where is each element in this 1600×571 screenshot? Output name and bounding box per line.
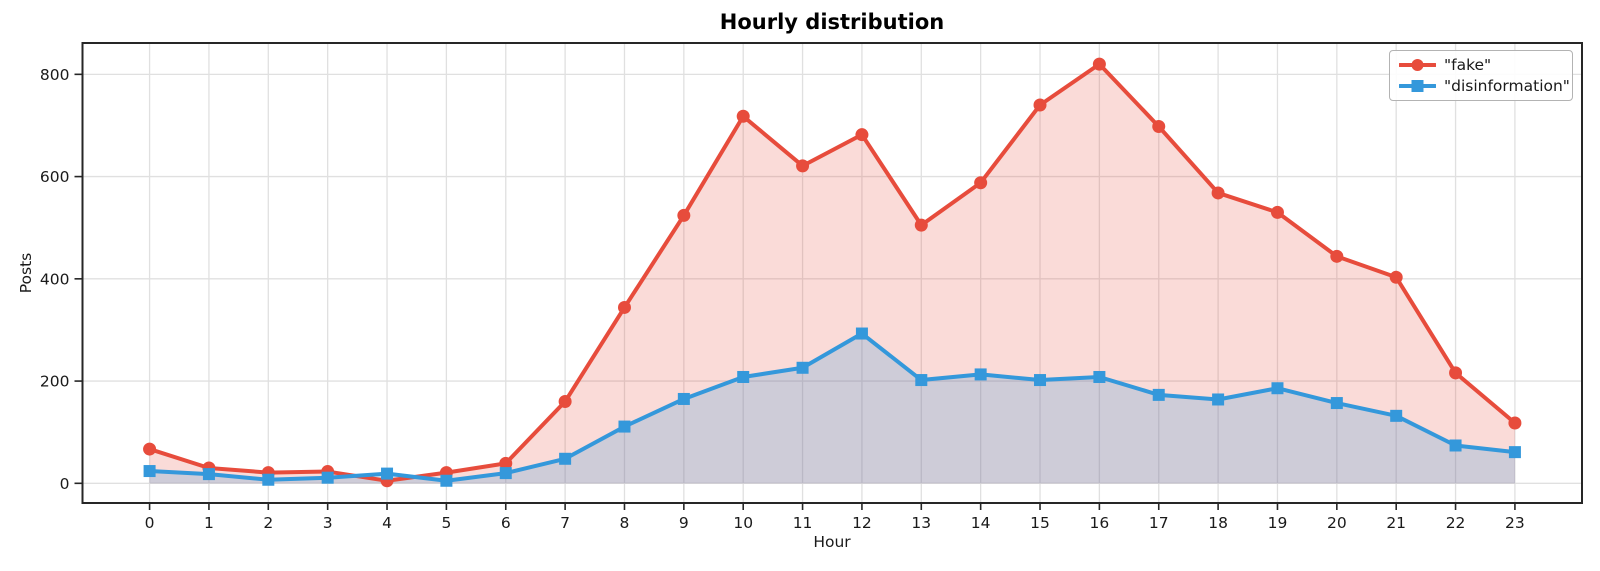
legend-sample-marker-fake: [1411, 59, 1424, 72]
x-tick-label: 5: [441, 514, 451, 532]
x-tick-label: 10: [733, 514, 753, 532]
y-axis-label: Posts: [17, 252, 35, 294]
x-tick-label: 11: [793, 514, 813, 532]
legend-disinformation-line-icon: [1399, 79, 1436, 92]
marker-fake: [1270, 205, 1284, 219]
marker-fake: [1389, 270, 1403, 284]
marker-disinformation: [737, 370, 750, 383]
legend-item-disinformation: "disinformation": [1399, 77, 1570, 95]
area-fake: [149, 64, 1515, 484]
marker-fake: [914, 218, 928, 232]
marker-fake: [736, 109, 750, 123]
x-tick-label: 4: [382, 514, 392, 532]
x-tick-label: 17: [1149, 514, 1169, 532]
marker-disinformation: [143, 465, 156, 478]
marker-fake: [796, 159, 810, 173]
marker-disinformation: [974, 368, 987, 381]
marker-disinformation: [677, 392, 690, 405]
x-tick-label: 16: [1090, 514, 1110, 532]
marker-fake: [1092, 57, 1106, 71]
y-tick-label: 200: [40, 373, 70, 391]
marker-disinformation: [1034, 374, 1047, 387]
area-disinformation: [149, 333, 1515, 484]
marker-fake: [143, 442, 157, 456]
marker-disinformation: [1330, 397, 1343, 410]
marker-fake: [974, 176, 988, 190]
legend-item-fake: "fake": [1399, 56, 1564, 74]
x-tick-label: 9: [679, 514, 689, 532]
marker-fake: [1152, 119, 1166, 133]
x-tick-label: 14: [971, 514, 991, 532]
marker-disinformation: [796, 361, 809, 374]
x-tick-label: 6: [501, 514, 511, 532]
marker-disinformation: [855, 327, 868, 340]
marker-disinformation: [1093, 370, 1106, 383]
marker-fake: [677, 208, 691, 222]
plot-border: [81, 42, 1583, 504]
marker-disinformation: [1508, 446, 1521, 459]
x-tick-label: 19: [1268, 514, 1288, 532]
y-tick-label: 400: [40, 270, 70, 288]
x-tick-label: 21: [1386, 514, 1406, 532]
x-tick-label: 15: [1030, 514, 1050, 532]
line-fake: [147, 62, 1517, 483]
marker-disinformation: [202, 468, 215, 481]
marker-disinformation: [440, 474, 453, 487]
y-tick-label: 600: [40, 168, 70, 186]
x-tick-label: 0: [145, 514, 155, 532]
x-tick-label: 22: [1446, 514, 1466, 532]
x-tick-label: 20: [1327, 514, 1347, 532]
legend-sample-marker-disinformation: [1411, 79, 1424, 92]
marker-fake: [558, 395, 572, 409]
marker-disinformation: [915, 374, 928, 387]
marker-fake: [1211, 186, 1225, 200]
marker-disinformation: [1390, 409, 1403, 422]
marker-disinformation: [1271, 382, 1284, 395]
marker-disinformation: [499, 467, 512, 480]
y-tick-label: 0: [60, 475, 70, 493]
marker-fake: [1330, 249, 1344, 263]
x-tick-label: 2: [263, 514, 273, 532]
line-disinformation: [147, 331, 1517, 483]
chart-title: Hourly distribution: [719, 10, 945, 34]
marker-disinformation: [559, 452, 572, 465]
legend-fake-line-icon: [1399, 59, 1436, 72]
x-tick-label: 13: [911, 514, 931, 532]
x-axis-label: Hour: [813, 533, 851, 551]
x-tick-label: 23: [1505, 514, 1525, 532]
legend-fake-label: "fake": [1444, 56, 1492, 75]
marker-disinformation: [1449, 439, 1462, 452]
y-tick-label: 800: [40, 66, 70, 84]
marker-disinformation: [262, 473, 275, 486]
legend: "fake" "disinformation": [1389, 50, 1573, 101]
marker-fake: [617, 300, 631, 314]
x-tick-label: 8: [620, 514, 630, 532]
marker-disinformation: [1212, 393, 1225, 406]
marker-fake: [855, 128, 869, 142]
legend-disinformation-label: "disinformation": [1444, 76, 1570, 95]
marker-disinformation: [618, 420, 631, 433]
marker-disinformation: [321, 471, 334, 484]
marker-fake: [1033, 98, 1047, 112]
marker-disinformation: [1152, 388, 1165, 401]
x-tick-label: 7: [560, 514, 570, 532]
x-tick-label: 3: [323, 514, 333, 532]
x-tick-label: 1: [204, 514, 214, 532]
marker-fake: [1449, 366, 1463, 380]
marker-fake: [499, 456, 513, 470]
x-tick-label: 12: [852, 514, 872, 532]
marker-disinformation: [381, 467, 394, 480]
marker-fake: [1508, 416, 1522, 430]
x-tick-label: 18: [1208, 514, 1228, 532]
